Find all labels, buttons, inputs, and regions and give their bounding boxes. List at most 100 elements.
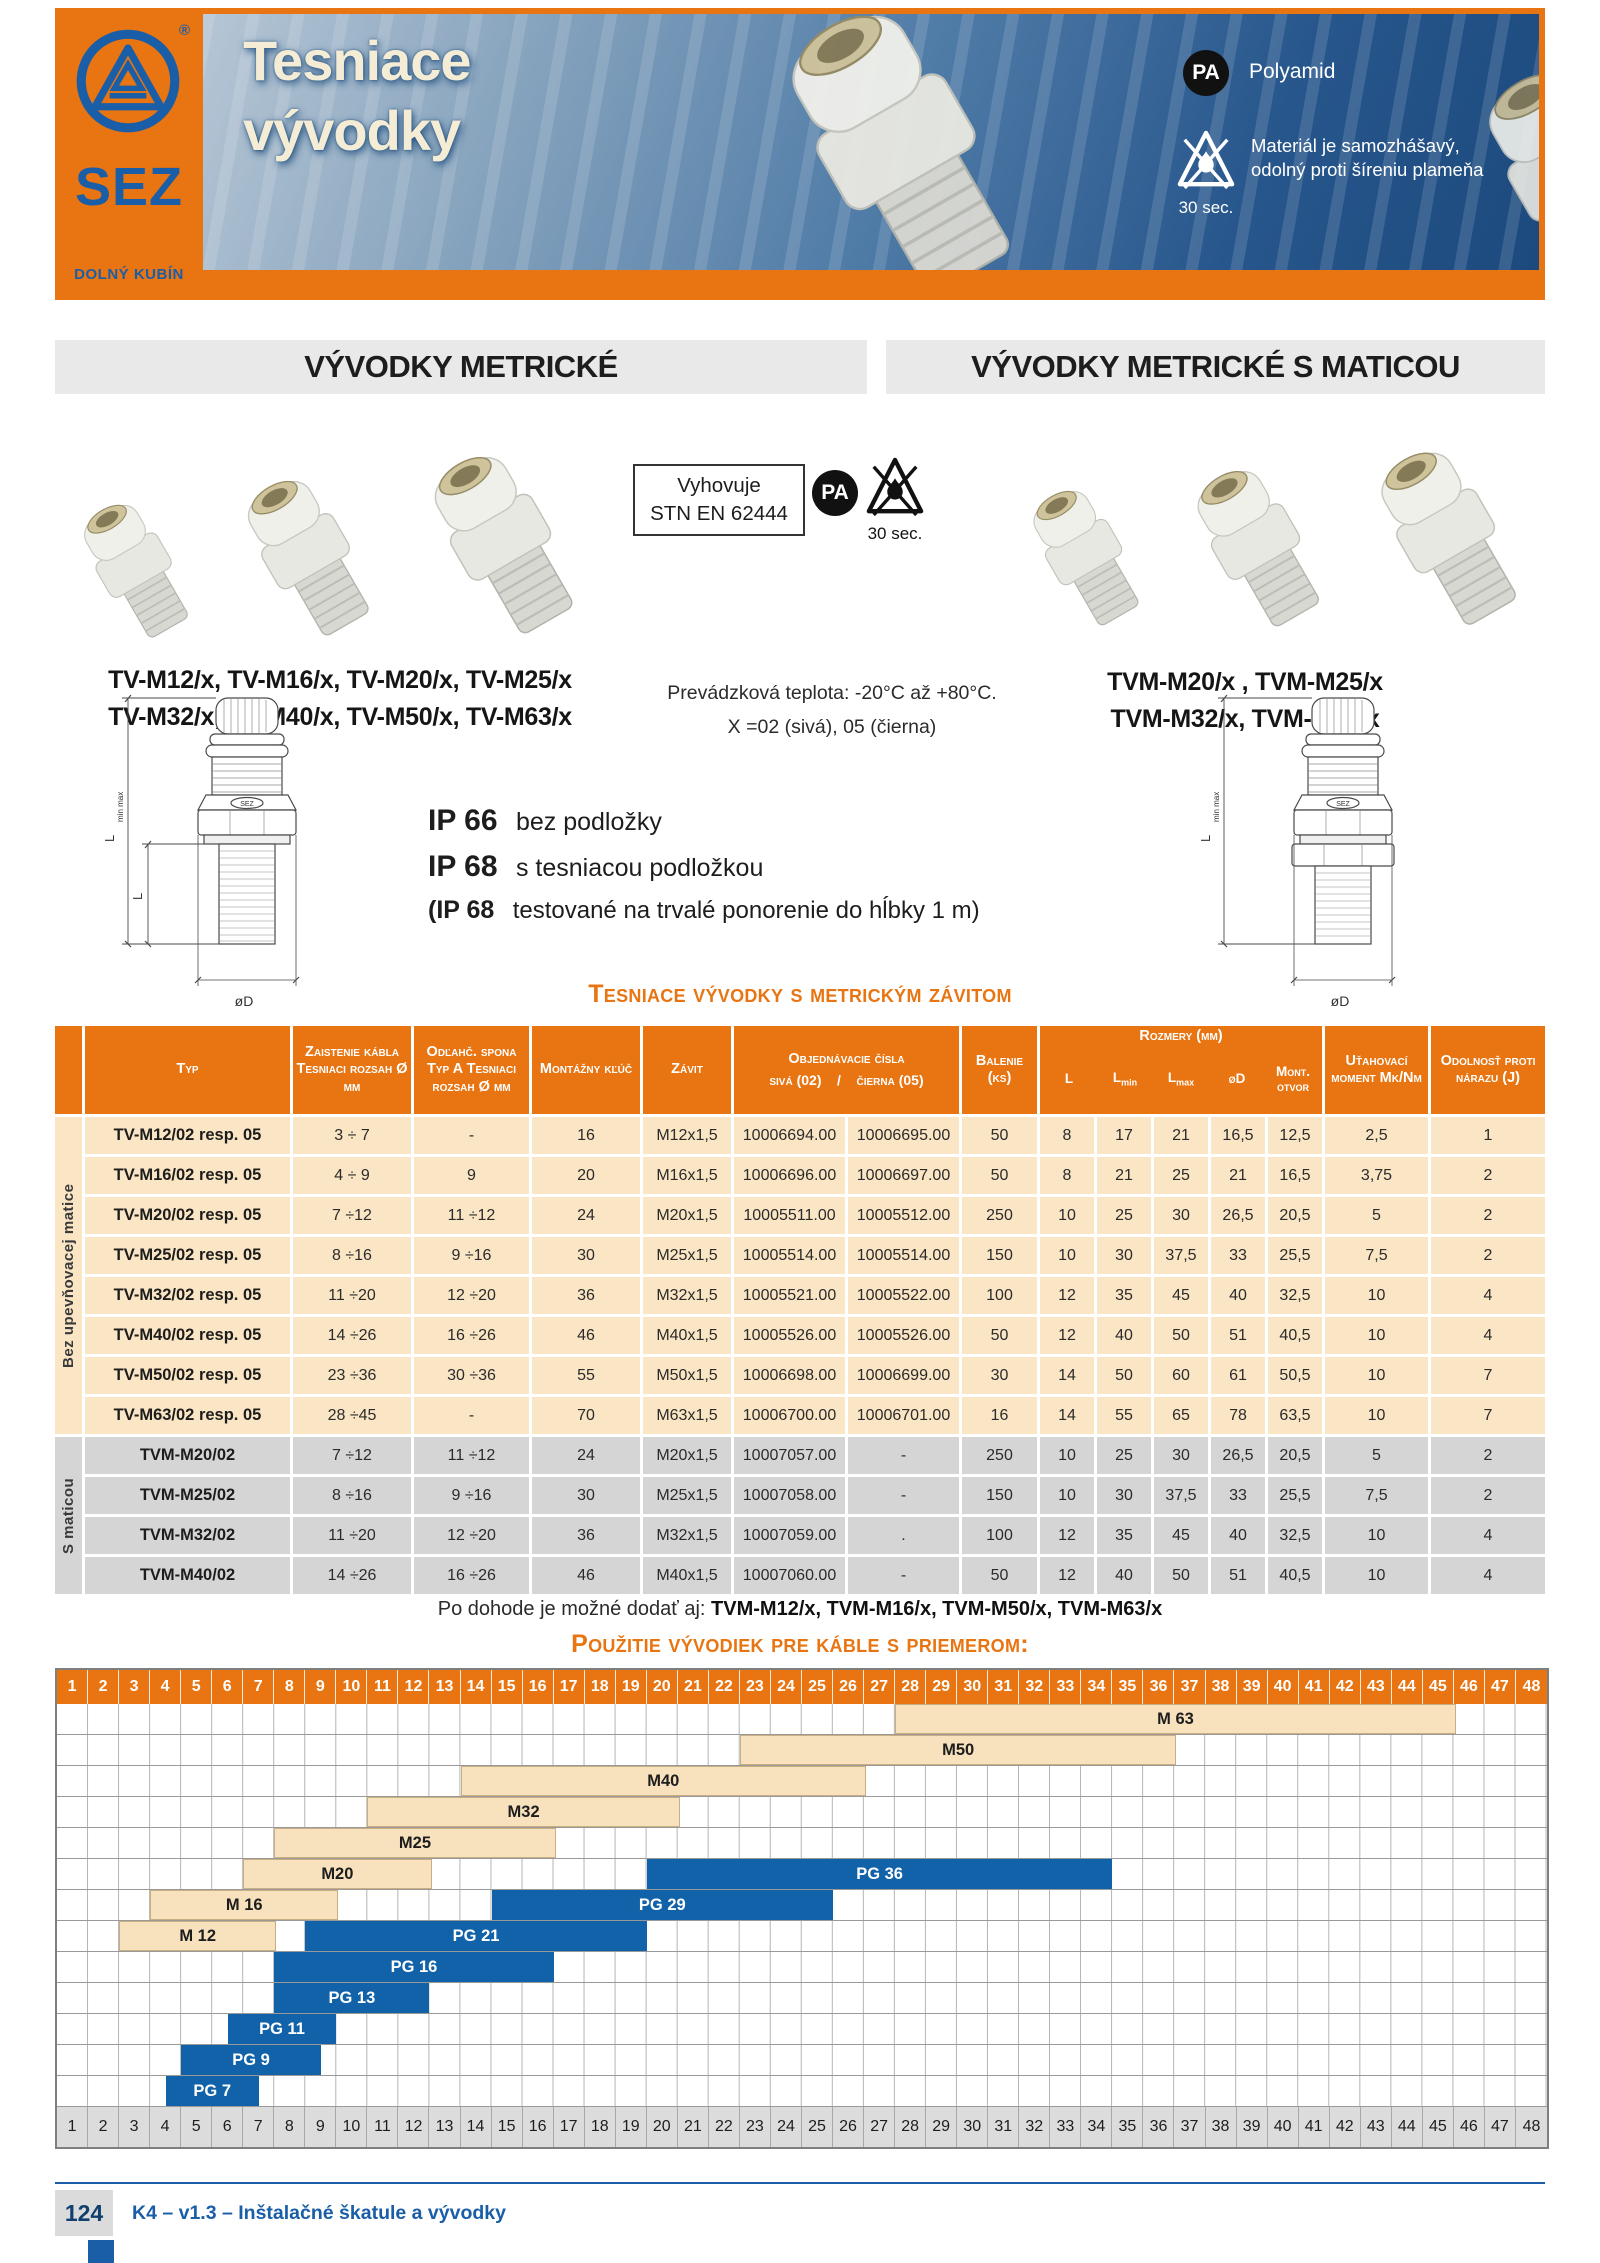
axis-tick: 20 — [646, 1670, 678, 1704]
table-cell: 10006699.00 — [848, 1357, 959, 1394]
pa-material-icon: PA — [1183, 50, 1229, 96]
table-cell-typ: TV-M16/02 resp. 05 — [85, 1157, 290, 1194]
axis-tick: 15 — [491, 2107, 523, 2147]
axis-tick: 8 — [274, 2107, 306, 2147]
table-cell: 60 — [1154, 1357, 1208, 1394]
drawing-logo-text: SEZ — [1336, 801, 1350, 808]
table-cell: 16,5 — [1211, 1117, 1265, 1154]
table-cell: 10006701.00 — [848, 1397, 959, 1434]
table-cell: 11 ÷20 — [293, 1517, 411, 1554]
table-cell: 25 — [1154, 1157, 1208, 1194]
table-cell: 9 — [414, 1157, 529, 1194]
table-cell: - — [848, 1557, 959, 1594]
table-cell: 20 — [532, 1157, 640, 1194]
banner-gland-image — [633, 14, 1173, 270]
diameter-usage-chart: 1 2 3 4 5 6 7 8 9 10 11 12 13 14 15 16 17 18 19 20 21 22 23 24 2… — [55, 1668, 1549, 2149]
axis-tick: 43 — [1360, 1670, 1392, 1704]
table-cell: 16 ÷26 — [414, 1317, 529, 1354]
th-zaistenie: Zaistenie kábla Tesniaci rozsah Ø mm — [293, 1026, 411, 1114]
chart-row: M20 PG 36 — [57, 1859, 1547, 1890]
chart-row: M 12 PG 21 — [57, 1921, 1547, 1952]
axis-tick: 45 — [1422, 2107, 1454, 2147]
dim-label-diameter: øD — [235, 993, 254, 1009]
table-cell: M40x1,5 — [643, 1557, 731, 1594]
logo-panel: ® SEZ DOLNÝ KUBÍN — [55, 8, 203, 300]
table-cell: 24 — [532, 1437, 640, 1474]
table-cell: 35 — [1097, 1517, 1151, 1554]
axis-tick: 22 — [708, 1670, 740, 1704]
axis-tick: 6 — [212, 1670, 244, 1704]
table-cell: 26,5 — [1211, 1197, 1265, 1234]
axis-tick: 8 — [274, 1670, 306, 1704]
brand-name: SEZ — [74, 157, 184, 217]
table-cell: 17 — [1097, 1117, 1151, 1154]
chart-body: M 63 M50 M40 M32 M25 M20 PG 36 M 16 PG 29 M 12 PG … — [57, 1704, 1547, 2107]
axis-tick: 32 — [1019, 1670, 1051, 1704]
table-cell: 21 — [1211, 1157, 1265, 1194]
axis-tick: 22 — [708, 2107, 740, 2147]
axis-tick: 26 — [833, 1670, 865, 1704]
chart-title: Použitie vývodiek pre káble s priemerom: — [571, 1630, 1029, 1658]
axis-tick: 47 — [1484, 1670, 1516, 1704]
table-cell: 7 — [1431, 1397, 1545, 1434]
brand-city: DOLNÝ KUBÍN — [74, 266, 184, 283]
axis-tick: 13 — [429, 2107, 461, 2147]
pa-material-icon: PA — [812, 470, 858, 516]
th-rozmery-title: Rozmery (mm) — [1139, 1028, 1223, 1044]
table-cell: 100 — [962, 1277, 1037, 1314]
table-cell: 46 — [532, 1557, 640, 1594]
th-rozmery-sub-item: L — [1064, 1071, 1074, 1087]
note-prefix: Po dohode je možné dodať aj: — [437, 1598, 706, 1620]
table-cell: 5 — [1325, 1437, 1428, 1474]
chart-axis-top: 1 2 3 4 5 6 7 8 9 10 11 12 13 14 15 16 17 18 19 20 21 22 23 24 2… — [57, 1670, 1547, 1704]
range-bar-pg13: PG 13 — [274, 1983, 430, 2013]
table-cell-typ: TVM-M40/02 — [85, 1557, 290, 1594]
table-cell: 250 — [962, 1437, 1037, 1474]
axis-tick: 27 — [864, 2107, 896, 2147]
corner-marker — [88, 2240, 114, 2263]
table-cell: 11 ÷20 — [293, 1277, 411, 1314]
table-cell: 10 — [1325, 1357, 1428, 1394]
axis-tick: 29 — [926, 2107, 958, 2147]
table-cell: 23 ÷36 — [293, 1357, 411, 1394]
axis-tick: 15 — [491, 1670, 523, 1704]
axis-tick: 7 — [243, 1670, 275, 1704]
dim-label-l: L — [130, 893, 145, 900]
axis-tick: 39 — [1236, 1670, 1268, 1704]
table-cell-typ: TV-M50/02 resp. 05 — [85, 1357, 290, 1394]
table-cell: 3 ÷ 7 — [293, 1117, 411, 1154]
table-cell: M12x1,5 — [643, 1117, 731, 1154]
table-cell: 30 — [532, 1477, 640, 1514]
axis-tick: 4 — [150, 1670, 182, 1704]
flame-caption: 30 sec. — [867, 524, 923, 543]
axis-tick: 31 — [988, 1670, 1020, 1704]
table-cell: 10007059.00 — [734, 1517, 845, 1554]
table-cell-typ: TV-M63/02 resp. 05 — [85, 1397, 290, 1434]
th-group — [55, 1026, 82, 1114]
axis-tick: 19 — [615, 2107, 647, 2147]
table-cell: 50 — [962, 1317, 1037, 1354]
table-cell: 50 — [962, 1157, 1037, 1194]
table-cell: 33 — [1211, 1237, 1265, 1274]
section-title-metric-nut: VÝVODKY METRICKÉ S MATICOU — [886, 340, 1545, 394]
table-cell-typ: TV-M32/02 resp. 05 — [85, 1277, 290, 1314]
table-cell: 21 — [1097, 1157, 1151, 1194]
range-bar-m25: M25 — [274, 1828, 556, 1858]
product-image-medium — [222, 466, 397, 650]
ip66-code: IP 66 — [428, 804, 498, 837]
axis-tick: 10 — [336, 1670, 368, 1704]
table-cell: 4 — [1431, 1317, 1545, 1354]
table-cell: M20x1,5 — [643, 1197, 731, 1234]
compliance-line1: Vyhovuje — [677, 474, 761, 498]
axis-tick: 25 — [801, 1670, 834, 1704]
axis-tick: 11 — [367, 1670, 399, 1704]
table-cell: 14 — [1040, 1357, 1094, 1394]
table-cell: 30 — [1097, 1237, 1151, 1274]
th-rozmery-sub-item: Mont. otvor — [1276, 1064, 1310, 1094]
axis-tick: 17 — [553, 1670, 585, 1704]
flame-retardant-icon — [1177, 128, 1235, 192]
axis-tick: 35 — [1112, 2107, 1144, 2147]
axis-tick: 33 — [1050, 2107, 1082, 2147]
section-title-metric: VÝVODKY METRICKÉ — [55, 340, 867, 394]
range-bar-m40: M40 — [460, 1766, 867, 1796]
